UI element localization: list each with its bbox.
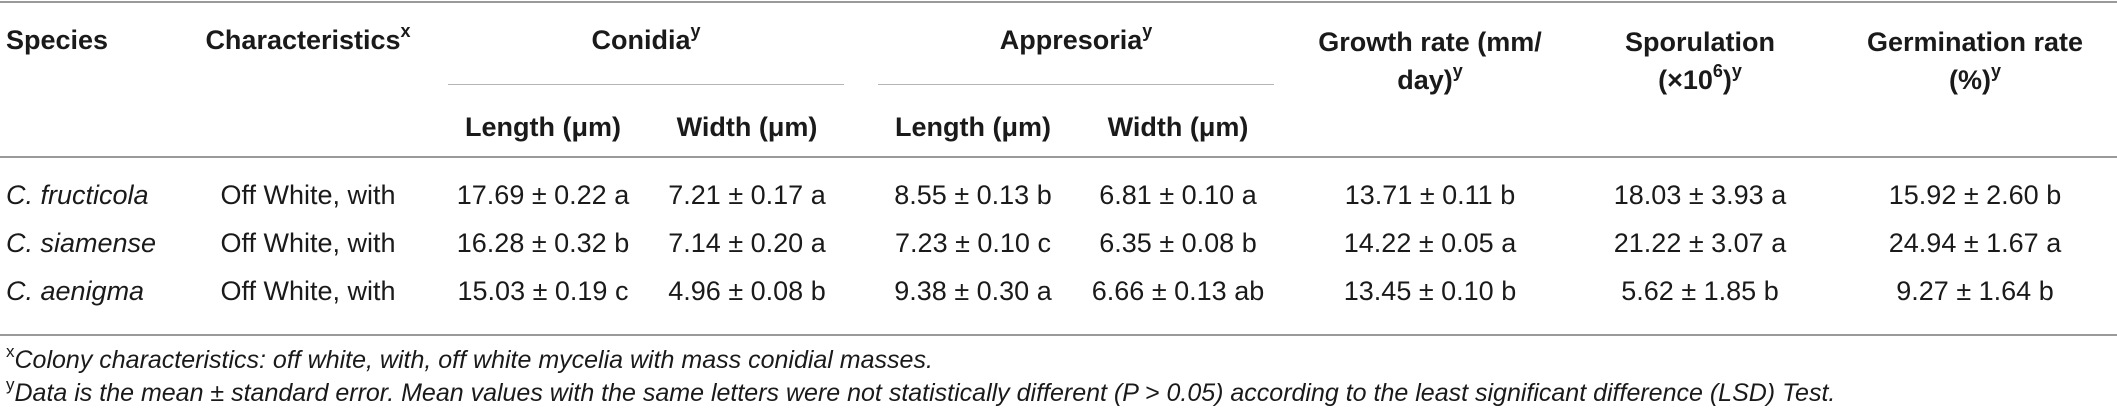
row-2-characteristics: Off White, with xyxy=(220,228,396,258)
row-1-growth-rate: 13.71 ± 0.11 b xyxy=(1344,180,1516,210)
header-appresoria: Appresoriay xyxy=(999,21,1153,55)
row-2-germination-rate: 24.94 ± 1.67 a xyxy=(1888,228,2062,258)
header-germination-rate: Germination rate (%)y xyxy=(1866,27,2084,95)
header-appresoria-width: Width (μm) xyxy=(1107,112,1249,142)
appresoria-underline xyxy=(878,84,1274,85)
row-3-growth-rate: 13.45 ± 0.10 b xyxy=(1343,276,1517,306)
header-characteristics: Characteristicsx xyxy=(205,21,411,55)
row-2-growth-rate: 14.22 ± 0.05 a xyxy=(1343,228,1517,258)
header-conidia-length: Length (μm) xyxy=(465,112,621,142)
row-1-conidia-length: 17.69 ± 0.22 a xyxy=(456,180,630,210)
row-2-species: C. siamense xyxy=(6,228,157,258)
row-1-characteristics: Off White, with xyxy=(220,180,396,210)
header-appresoria-length: Length (μm) xyxy=(895,112,1051,142)
header-growth-rate: Growth rate (mm/ day)y xyxy=(1318,27,1542,95)
row-3-conidia-width: 4.96 ± 0.08 b xyxy=(668,276,826,306)
row-2-sporulation: 21.22 ± 3.07 a xyxy=(1613,228,1787,258)
row-3-sporulation: 5.62 ± 1.85 b xyxy=(1621,276,1779,306)
header-bottom-rule xyxy=(0,156,2117,158)
row-2-appresoria-width: 6.35 ± 0.08 b xyxy=(1099,228,1257,258)
row-1-germination-rate: 15.92 ± 2.60 b xyxy=(1888,180,2062,210)
row-1-sporulation: 18.03 ± 3.93 a xyxy=(1613,180,1787,210)
header-conidia-width: Width (μm) xyxy=(676,112,818,142)
row-3-appresoria-length: 9.38 ± 0.30 a xyxy=(894,276,1052,306)
header-sporulation: Sporulation (×106)y xyxy=(1625,27,1775,95)
row-1-appresoria-length: 8.55 ± 0.13 b xyxy=(894,180,1052,210)
row-1-conidia-width: 7.21 ± 0.17 a xyxy=(668,180,826,210)
footnote-y: yData is the mean ± standard error. Mean… xyxy=(6,374,1836,407)
body-bottom-rule xyxy=(0,334,2117,336)
row-1-species: C. fructicola xyxy=(6,180,149,210)
top-rule xyxy=(0,1,2117,3)
conidia-underline xyxy=(448,84,844,85)
row-3-species: C. aenigma xyxy=(6,276,145,306)
row-3-germination-rate: 9.27 ± 1.64 b xyxy=(1896,276,2054,306)
row-3-characteristics: Off White, with xyxy=(220,276,396,306)
row-1-appresoria-width: 6.81 ± 0.10 a xyxy=(1099,180,1257,210)
footnote-x: xColony characteristics: off white, with… xyxy=(6,341,933,374)
row-2-conidia-width: 7.14 ± 0.20 a xyxy=(668,228,826,258)
header-conidia: Conidiay xyxy=(591,21,701,55)
row-2-appresoria-length: 7.23 ± 0.10 c xyxy=(895,228,1051,258)
row-3-conidia-length: 15.03 ± 0.19 c xyxy=(457,276,629,306)
row-3-appresoria-width: 6.66 ± 0.13 ab xyxy=(1091,276,1265,306)
header-species: Species xyxy=(6,25,109,55)
row-2-conidia-length: 16.28 ± 0.32 b xyxy=(456,228,630,258)
